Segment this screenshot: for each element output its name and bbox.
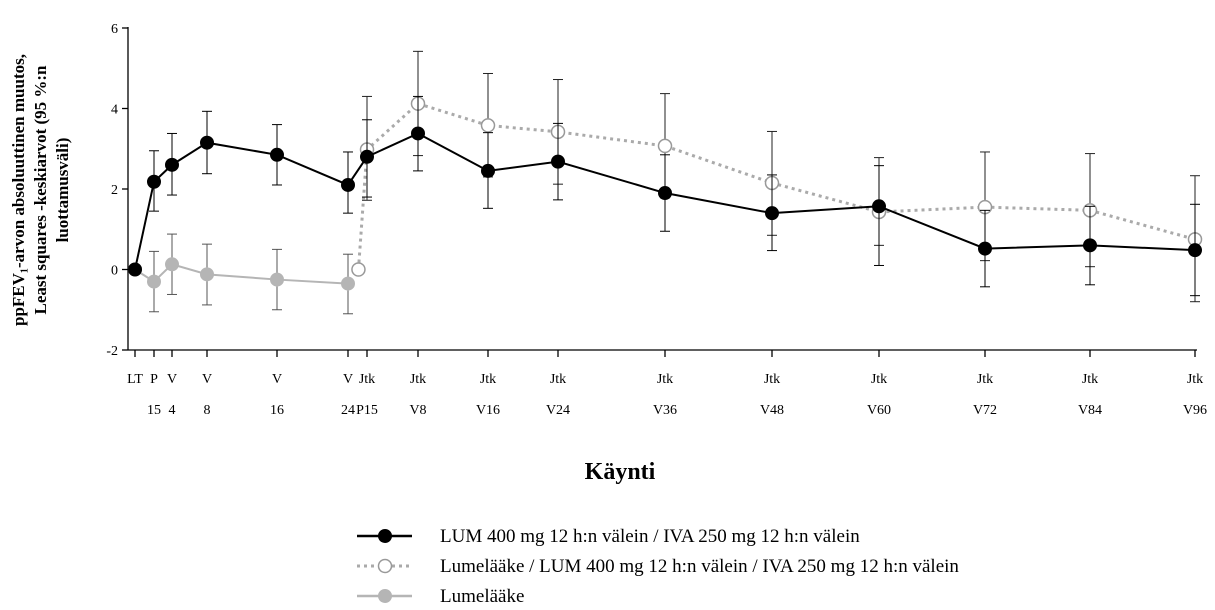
- x-tick-label-bottom: 4: [169, 403, 176, 418]
- legend-item-3: Lumelääke: [357, 586, 524, 607]
- data-point: [200, 135, 214, 150]
- x-tick-label-top: Jtk: [977, 372, 993, 387]
- x-tick-label-top: Jtk: [657, 372, 673, 387]
- data-point: [411, 126, 425, 141]
- x-tick-label-bottom: V60: [867, 403, 891, 418]
- x-tick-label-bottom: 8: [204, 403, 211, 418]
- x-tick-label-top: P: [150, 372, 158, 387]
- legend-swatch-marker: [378, 529, 392, 543]
- y-tick-label: 0: [111, 264, 118, 279]
- data-point: [147, 174, 161, 189]
- data-point: [657, 138, 673, 154]
- data-point: [165, 157, 179, 172]
- x-tick-label-bottom: P15: [356, 403, 378, 418]
- legend-label: Lumelääke / LUM 400 mg 12 h:n välein / I…: [440, 556, 959, 577]
- x-tick-label-bottom: V36: [653, 403, 677, 418]
- legend-label: LUM 400 mg 12 h:n välein / IVA 250 mg 12…: [440, 526, 860, 547]
- data-point: [360, 149, 374, 164]
- x-ticks: LT P15V4V8V16V24JtkP15JtkV8JtkV16JtkV24Jt…: [127, 350, 1207, 418]
- x-tick-label-top: Jtk: [871, 372, 887, 387]
- data-point: [480, 118, 496, 133]
- data-point: [270, 147, 284, 162]
- x-tick-label-bottom: V84: [1078, 403, 1102, 418]
- y-ticks: -2 0 2 4 6: [106, 22, 128, 359]
- x-tick-label-top: Jtk: [480, 372, 496, 387]
- data-point: [765, 206, 779, 221]
- series-3: [128, 233, 355, 315]
- x-tick-label-top: V: [343, 372, 353, 387]
- legend: LUM 400 mg 12 h:n välein / IVA 250 mg 12…: [357, 526, 959, 607]
- legend-label: Lumelääke: [440, 586, 524, 607]
- y-axis-title-line-1: ppFEV₁-arvon absoluuttinen muutos,: [9, 54, 28, 326]
- series-1: [128, 95, 1202, 297]
- data-point: [1083, 238, 1097, 253]
- y-tick-label: -2: [106, 344, 118, 359]
- y-axis-title: ppFEV₁-arvon absoluuttinen muutos, Least…: [9, 54, 72, 326]
- y-axis-title-line-2: Least squares -keskiarvot (95 %:n: [31, 65, 50, 315]
- series-line: [356, 101, 1196, 270]
- legend-item-1: LUM 400 mg 12 h:n välein / IVA 250 mg 12…: [357, 526, 860, 547]
- x-tick-label-top: V: [272, 372, 282, 387]
- legend-swatch-marker: [378, 589, 392, 603]
- x-tick-label-top: LT: [127, 372, 143, 387]
- data-point: [341, 177, 355, 192]
- data-point: [551, 154, 565, 169]
- series-2: [351, 50, 1203, 303]
- data-point: [341, 276, 355, 291]
- data-point: [658, 186, 672, 201]
- legend-swatch-marker: [377, 558, 393, 574]
- data-point: [165, 257, 179, 272]
- data-point: [978, 241, 992, 256]
- x-tick-label-bottom: V24: [546, 403, 570, 418]
- x-tick-label-bottom: V72: [973, 403, 997, 418]
- y-axis-title-line-3: luottamusväli): [53, 138, 72, 243]
- x-tick-label-bottom: V48: [760, 403, 784, 418]
- data-point: [270, 272, 284, 287]
- x-tick-label-bottom: V8: [409, 403, 426, 418]
- x-tick-label-top: Jtk: [550, 372, 566, 387]
- plot-area: [128, 50, 1203, 315]
- data-point: [128, 262, 142, 277]
- x-tick-label-top: Jtk: [764, 372, 780, 387]
- data-point: [872, 199, 886, 214]
- x-tick-label-bottom: 16: [270, 403, 284, 418]
- x-tick-label-top: Jtk: [1082, 372, 1098, 387]
- x-tick-label-top: Jtk: [410, 372, 426, 387]
- data-point: [147, 274, 161, 289]
- y-tick-label: 4: [111, 103, 118, 118]
- legend-item-2: Lumelääke / LUM 400 mg 12 h:n välein / I…: [357, 556, 959, 577]
- x-tick-label-top: Jtk: [359, 372, 375, 387]
- y-tick-label: 2: [111, 183, 118, 198]
- data-point: [1188, 243, 1202, 258]
- x-tick-label-top: V: [167, 372, 177, 387]
- data-point: [200, 267, 214, 282]
- x-axis-title: Käynti: [585, 459, 656, 485]
- data-point: [481, 163, 495, 178]
- data-point: [351, 262, 366, 277]
- x-tick-label-top: V: [202, 372, 212, 387]
- x-tick-label-bottom: V96: [1183, 403, 1207, 418]
- series-line: [134, 132, 1196, 270]
- x-tick-label-bottom: V16: [476, 403, 500, 418]
- x-tick-label-bottom: 15: [147, 403, 161, 418]
- x-tick-label-bottom: 24: [341, 403, 355, 418]
- y-tick-label: 6: [111, 22, 118, 37]
- x-tick-label-top: Jtk: [1187, 372, 1203, 387]
